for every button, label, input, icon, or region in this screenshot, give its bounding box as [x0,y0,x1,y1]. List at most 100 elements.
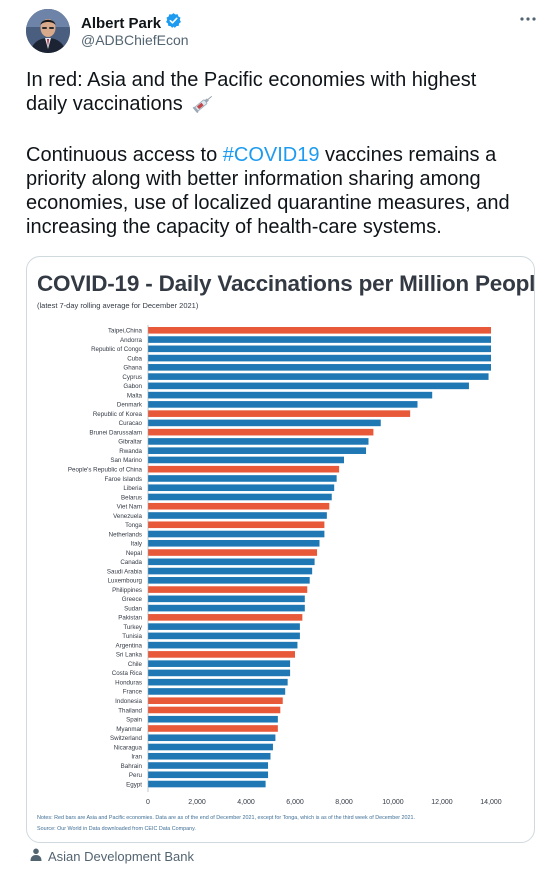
bar [148,670,290,677]
hashtag-link[interactable]: #COVID19 [223,144,320,166]
tweet-text: In red: Asia and the Pacific economies w… [26,68,526,239]
bar [148,586,307,593]
bar [148,577,310,584]
bar [148,651,295,658]
bar [148,642,297,649]
bar [148,512,327,519]
verified-badge-icon [165,12,182,34]
x-tick-label: 10,000 [382,799,404,806]
x-tick-label: 4,000 [237,799,255,806]
category-label: Chile [128,661,143,668]
category-label: Italy [131,541,143,548]
category-label: Tonga [125,522,142,529]
x-tick-label: 12,000 [431,799,453,806]
category-label: Venezuela [113,513,142,520]
category-label: San Marino [110,457,142,464]
bar [148,355,491,362]
bar [148,327,491,334]
x-tick-label: 6,000 [286,799,304,806]
category-label: Andorra [120,337,143,344]
category-label: Brunei Darussalam [89,429,142,436]
category-label: Switzerland [110,735,143,742]
tweet-paragraph-1: In red: Asia and the Pacific economies w… [26,68,526,119]
category-label: Curacao [119,420,143,427]
x-tick-label: 14,000 [480,799,502,806]
bar [148,762,268,769]
chart-card[interactable]: COVID-19 - Daily Vaccinations per Millio… [26,256,535,843]
category-label: Republic of Congo [91,346,142,353]
bar [148,540,320,547]
category-label: Indonesia [115,698,142,705]
category-label: Cyprus [122,374,142,381]
bar [148,494,332,501]
bar [148,633,300,640]
category-label: Denmark [117,402,143,409]
bar [148,420,381,427]
chart-note: Notes: Red bars are Asia and Pacific eco… [37,815,415,821]
bar [148,410,410,417]
category-label: Malta [127,392,143,399]
category-label: Cuba [127,355,142,362]
bar-chart: Taipei,China Andorra Republic of Congo Cuba… [27,257,535,843]
x-tick-label: 2,000 [188,799,206,806]
syringe-icon [192,93,214,119]
category-label: Saudi Arabia [107,568,143,575]
category-label: Iran [131,754,142,761]
x-tick-label: 0 [146,799,150,806]
category-label: Canada [120,559,142,566]
more-options-icon[interactable] [519,10,537,33]
bar [148,596,305,603]
bar [148,531,324,538]
bar [148,549,317,556]
bar [148,392,432,399]
bar [148,771,268,778]
bar [148,744,273,751]
category-label: Philippines [112,587,142,594]
category-label: Taipei,China [108,328,143,335]
category-label: Bahrain [121,763,143,770]
user-name[interactable]: Albert Park [81,15,161,32]
bar [148,484,334,491]
bar [148,429,373,436]
user-handle[interactable]: @ADBChiefEcon [81,32,189,48]
category-label: Faroe Islands [105,476,143,483]
category-label: Rwanda [119,448,142,455]
category-label: France [123,689,143,696]
bar [148,707,280,714]
bar [148,364,491,371]
bar [148,568,312,575]
tweet-paragraph-2: Continuous access to #COVID19 vaccines r… [26,143,526,239]
bar [148,336,491,343]
bar [148,438,369,445]
category-label: Luxembourg [108,578,143,585]
chart-source-note: Source: Our World in Data downloaded fro… [37,826,196,832]
category-label: Peru [129,772,143,779]
bar [148,466,339,473]
category-label: Sudan [124,605,142,612]
source-attribution[interactable]: Asian Development Bank [30,848,194,864]
avatar[interactable] [26,9,70,53]
bar [148,373,489,380]
bar [148,475,337,482]
category-label: Thailand [118,707,142,714]
category-label: Ghana [123,365,142,372]
bar [148,781,266,788]
category-label: Tunisia [122,633,142,640]
bar [148,559,315,566]
category-label: Costa Rica [112,670,143,677]
bar [148,614,302,621]
category-label: Argentina [116,642,143,649]
category-label: Myanmar [116,726,142,733]
bar [148,716,278,723]
category-label: Egypt [126,781,142,788]
category-label: Liberia [123,485,142,492]
category-label: Pakistan [118,615,142,622]
bar [148,688,285,695]
category-label: Spain [126,717,142,724]
category-label: Gabon [123,383,142,390]
category-label: Nicaragua [114,744,143,751]
bar [148,457,344,464]
bar [148,725,278,732]
bar [148,679,288,686]
source-label: Asian Development Bank [48,849,194,864]
